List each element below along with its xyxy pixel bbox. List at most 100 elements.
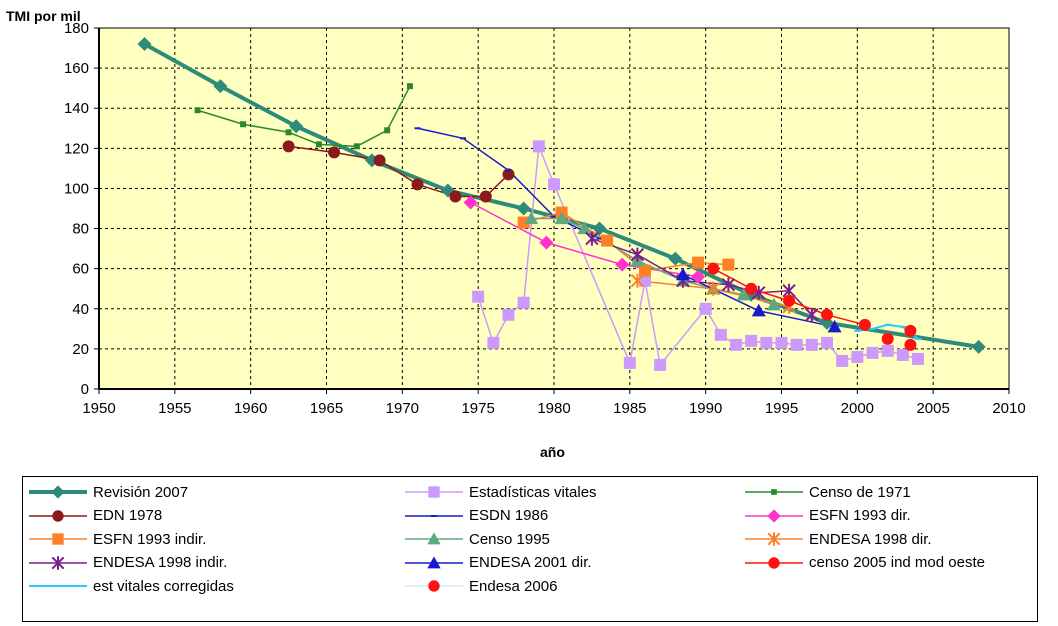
data-point — [601, 234, 614, 247]
data-point — [517, 216, 530, 229]
y-tick-label: 40 — [72, 301, 89, 318]
legend-item: ESFN 1993 indir. — [27, 526, 206, 552]
x-tick-label: 2000 — [841, 400, 874, 417]
legend-marker — [52, 533, 64, 545]
data-point — [805, 338, 818, 351]
data-point — [487, 336, 500, 349]
data-point — [315, 141, 322, 148]
legend-swatch — [405, 580, 463, 592]
data-point — [517, 296, 530, 309]
data-point — [502, 308, 515, 321]
data-point — [730, 338, 742, 351]
data-point — [654, 358, 667, 371]
x-tick-label: 2010 — [992, 400, 1025, 417]
data-point — [971, 339, 986, 354]
legend-marker — [767, 508, 781, 523]
legend-marker — [768, 556, 780, 569]
legend-label: ESFN 1993 dir. — [809, 507, 911, 524]
data-point — [912, 352, 924, 365]
legend-item: Censo 1995 — [403, 526, 550, 552]
data-point — [805, 307, 819, 322]
legend-marker — [427, 532, 441, 545]
y-tick-label: 60 — [72, 261, 89, 278]
legend-item: Endesa 2006 — [403, 573, 557, 599]
data-point — [630, 273, 645, 288]
data-point — [516, 201, 531, 216]
data-point — [639, 264, 651, 277]
legend-swatch — [29, 533, 87, 545]
legend-item: ESDN 1986 — [403, 503, 548, 529]
y-tick-label: 140 — [64, 100, 89, 117]
data-point — [881, 344, 894, 357]
legend-swatch — [745, 508, 803, 523]
legend-label: est vitales corregidas — [93, 577, 234, 595]
chart-svg: 1950 1955 1960 1965 1970 1975 1980 1985 1990 1995… — [64, 20, 1026, 417]
legend-label: ESFN 1993 indir. — [93, 530, 207, 548]
series-markers — [137, 37, 986, 371]
legend-swatch — [745, 532, 803, 546]
legend: Revisión 2007 Estadísticas vitales Censo d… — [22, 476, 1038, 622]
data-point — [714, 328, 727, 341]
legend-label: ENDESA 1998 indir. — [93, 554, 228, 571]
legend-label: censo 2005 ind mod oeste — [809, 554, 985, 571]
data-point — [766, 297, 781, 311]
legend-swatch — [405, 532, 463, 545]
data-point — [736, 287, 751, 301]
data-point — [240, 121, 247, 128]
x-tick-label: 1985 — [613, 400, 646, 417]
x-tick-label: 1960 — [234, 400, 267, 417]
legend-marker — [51, 485, 65, 499]
data-point — [406, 83, 413, 90]
y-tick-label: 100 — [64, 180, 89, 197]
legend-item: ENDESA 1998 dir. — [743, 526, 932, 552]
data-point — [821, 308, 833, 321]
x-tick-label: 2005 — [916, 400, 949, 417]
data-point — [548, 178, 560, 191]
x-axis-label: año — [540, 444, 565, 460]
legend-label: EDN 1978 — [93, 507, 163, 524]
data-point — [821, 336, 833, 349]
legend-marker — [427, 555, 441, 568]
x-tick-label: 1990 — [689, 400, 722, 417]
y-tick-label: 0 — [81, 381, 89, 398]
data-point — [699, 302, 712, 315]
data-point — [691, 269, 706, 284]
y-tick-label: 120 — [64, 140, 89, 157]
data-point — [532, 140, 545, 153]
x-tick-label: 1975 — [461, 400, 494, 417]
data-point — [411, 178, 424, 191]
data-point — [213, 79, 228, 94]
legend-label: ENDESA 2001 dir. — [469, 554, 592, 571]
data-point — [760, 336, 773, 349]
legend-item: ENDESA 2001 dir. — [403, 550, 592, 576]
data-point — [827, 319, 842, 333]
x-tick-label: 1950 — [82, 400, 115, 417]
data-point — [790, 338, 803, 351]
data-point — [904, 324, 917, 337]
data-point — [866, 346, 879, 359]
data-point — [463, 195, 478, 210]
legend-item: EDN 1978 — [27, 503, 162, 529]
data-point — [554, 211, 569, 225]
data-point — [539, 235, 554, 250]
y-tick-label: 160 — [64, 60, 89, 77]
data-point — [745, 334, 758, 347]
y-axis-label: TMI por mil — [6, 8, 81, 24]
data-point — [577, 221, 592, 235]
data-point — [675, 267, 690, 281]
data-point — [630, 247, 645, 262]
data-point — [353, 143, 360, 150]
legend-swatch — [29, 485, 87, 499]
legend-label: Endesa 2006 — [469, 577, 558, 595]
x-tick-label: 1955 — [158, 400, 191, 417]
legend-swatch — [405, 514, 463, 517]
data-point — [896, 348, 909, 361]
grid-lines — [99, 28, 1009, 389]
legend-item: censo 2005 ind mod oeste — [743, 550, 985, 576]
data-point — [285, 129, 292, 136]
data-point — [524, 211, 539, 225]
legend-swatch — [745, 556, 803, 569]
data-point — [502, 168, 515, 181]
data-point — [623, 356, 636, 369]
data-point — [137, 37, 152, 52]
